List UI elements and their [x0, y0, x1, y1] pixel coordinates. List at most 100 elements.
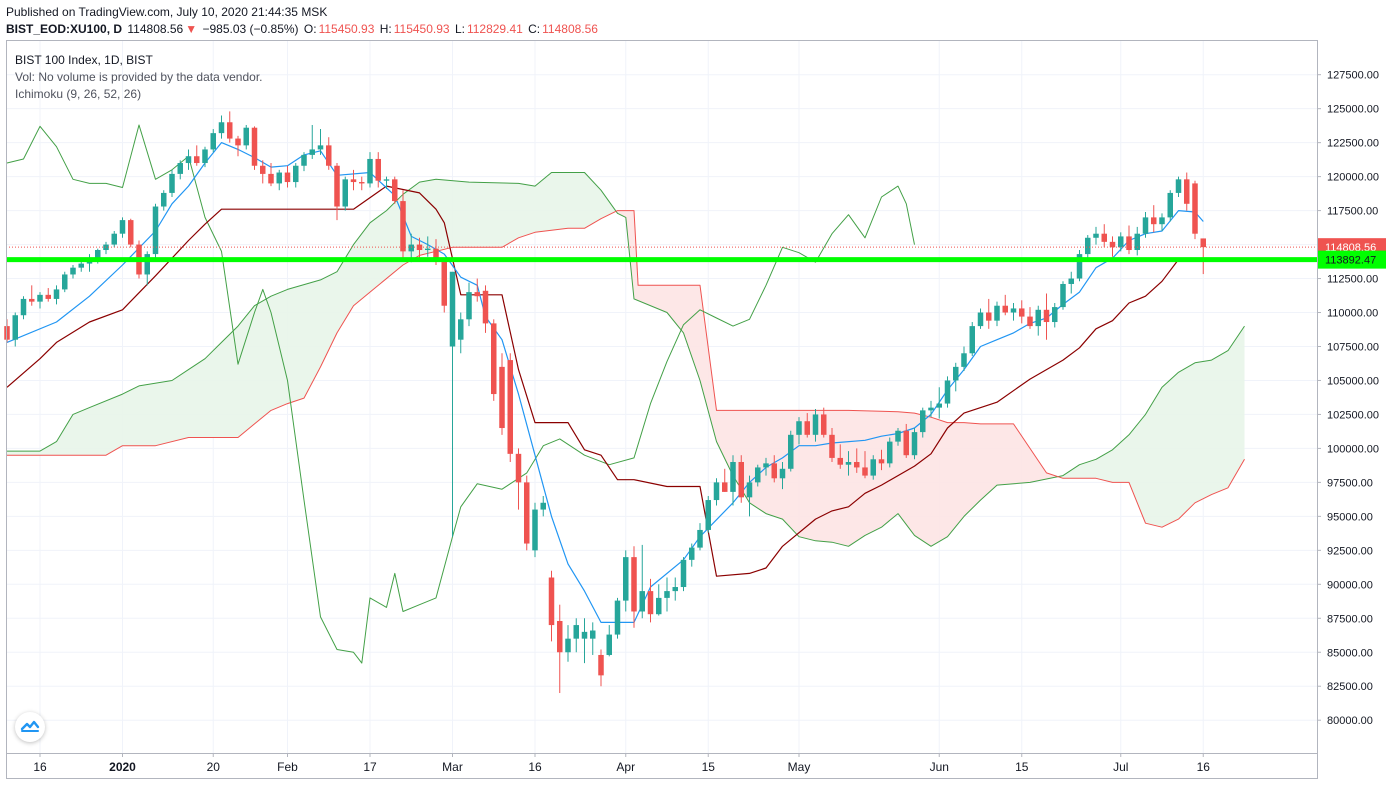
candle-body[interactable]	[20, 298, 27, 316]
candle[interactable]	[491, 319, 497, 401]
candle[interactable]	[804, 413, 811, 438]
candle-body[interactable]	[796, 421, 802, 435]
time-axis[interactable]: 16 2020 20 Feb 17 Mar 16 Apr 15 May Jun 15 Jul 16	[33, 753, 1210, 774]
candle-body[interactable]	[194, 156, 200, 164]
candle-body[interactable]	[639, 591, 646, 612]
symbol-label[interactable]: BIST_EOD:XU100, D	[6, 22, 123, 36]
candle[interactable]	[499, 353, 505, 435]
candle-body[interactable]	[631, 557, 637, 612]
candle[interactable]	[738, 455, 745, 503]
candle[interactable]	[895, 428, 901, 446]
candle[interactable]	[812, 409, 819, 442]
candle[interactable]	[647, 578, 654, 623]
candle[interactable]	[45, 288, 52, 302]
candle[interactable]	[796, 417, 802, 445]
candle-body[interactable]	[581, 631, 588, 639]
candle-body[interactable]	[977, 312, 984, 327]
candle[interactable]	[62, 271, 68, 293]
candle-body[interactable]	[243, 127, 250, 146]
candle[interactable]	[334, 163, 340, 221]
candle-body[interactable]	[928, 407, 934, 411]
candle[interactable]	[301, 152, 307, 172]
tradingview-logo-icon[interactable]	[15, 712, 45, 742]
candle[interactable]	[515, 448, 522, 510]
candle[interactable]	[878, 449, 885, 471]
candle[interactable]	[309, 124, 316, 159]
candle-body[interactable]	[1151, 217, 1157, 225]
candle-body[interactable]	[301, 154, 307, 166]
candle-body[interactable]	[565, 638, 571, 653]
candle-body[interactable]	[524, 482, 530, 544]
candle[interactable]	[466, 282, 472, 327]
candle-body[interactable]	[878, 459, 885, 464]
candle-body[interactable]	[672, 587, 679, 592]
candle[interactable]	[251, 126, 258, 170]
candle[interactable]	[218, 115, 225, 139]
candle[interactable]	[1118, 232, 1124, 252]
candle-body[interactable]	[1159, 217, 1165, 225]
candle-body[interactable]	[895, 430, 901, 442]
candle[interactable]	[722, 468, 728, 492]
candle-body[interactable]	[78, 263, 85, 268]
candle-body[interactable]	[1126, 236, 1132, 251]
candle-body[interactable]	[12, 315, 19, 340]
candle-body[interactable]	[317, 145, 324, 150]
candle[interactable]	[623, 550, 629, 612]
candle[interactable]	[746, 475, 753, 517]
candle[interactable]	[185, 149, 192, 170]
candle[interactable]	[1126, 225, 1132, 255]
candle-body[interactable]	[1167, 192, 1174, 218]
candle-body[interactable]	[837, 457, 844, 465]
candle-body[interactable]	[936, 403, 943, 408]
candle-body[interactable]	[590, 630, 596, 639]
candle-body[interactable]	[738, 462, 745, 498]
candle[interactable]	[953, 362, 959, 392]
candle[interactable]	[53, 285, 60, 305]
candle-body[interactable]	[177, 163, 184, 174]
candle-body[interactable]	[1184, 179, 1190, 204]
candle-body[interactable]	[276, 172, 283, 184]
candle-body[interactable]	[359, 182, 365, 184]
candle[interactable]	[128, 218, 134, 248]
candle[interactable]	[705, 495, 712, 533]
candle-body[interactable]	[944, 380, 951, 404]
candle[interactable]	[1027, 307, 1033, 329]
candle-body[interactable]	[994, 305, 1000, 321]
candle-body[interactable]	[284, 172, 291, 183]
candle-body[interactable]	[1035, 309, 1042, 327]
candle-body[interactable]	[62, 274, 68, 290]
candle-body[interactable]	[53, 289, 60, 299]
candle-body[interactable]	[862, 467, 868, 476]
candle[interactable]	[779, 462, 786, 490]
candle[interactable]	[1175, 176, 1182, 198]
candle-body[interactable]	[161, 192, 167, 207]
candle[interactable]	[350, 169, 357, 191]
candle[interactable]	[317, 129, 324, 155]
candle[interactable]	[1101, 224, 1108, 248]
candle-body[interactable]	[326, 145, 332, 166]
candle[interactable]	[227, 111, 233, 143]
candle-body[interactable]	[441, 260, 448, 306]
candle-body[interactable]	[1010, 308, 1017, 313]
candle-body[interactable]	[689, 547, 695, 560]
legend-title[interactable]: BIST 100 Index, 1D, BIST	[15, 53, 153, 67]
candle-body[interactable]	[392, 179, 398, 202]
candle-body[interactable]	[449, 271, 456, 347]
candle-body[interactable]	[540, 502, 547, 510]
candle-body[interactable]	[788, 434, 794, 469]
candle-body[interactable]	[433, 248, 439, 261]
candle[interactable]	[507, 353, 514, 462]
candle[interactable]	[837, 444, 844, 469]
candle[interactable]	[111, 230, 118, 248]
candle-body[interactable]	[573, 625, 580, 639]
candle[interactable]	[425, 236, 431, 257]
candle[interactable]	[359, 176, 365, 191]
candle[interactable]	[1109, 236, 1116, 257]
candle[interactable]	[144, 251, 151, 286]
candle-body[interactable]	[961, 353, 967, 367]
candle[interactable]	[689, 543, 695, 567]
candle-body[interactable]	[705, 500, 712, 530]
candle-body[interactable]	[251, 127, 258, 166]
candle[interactable]	[771, 455, 778, 483]
candle-body[interactable]	[218, 122, 225, 134]
